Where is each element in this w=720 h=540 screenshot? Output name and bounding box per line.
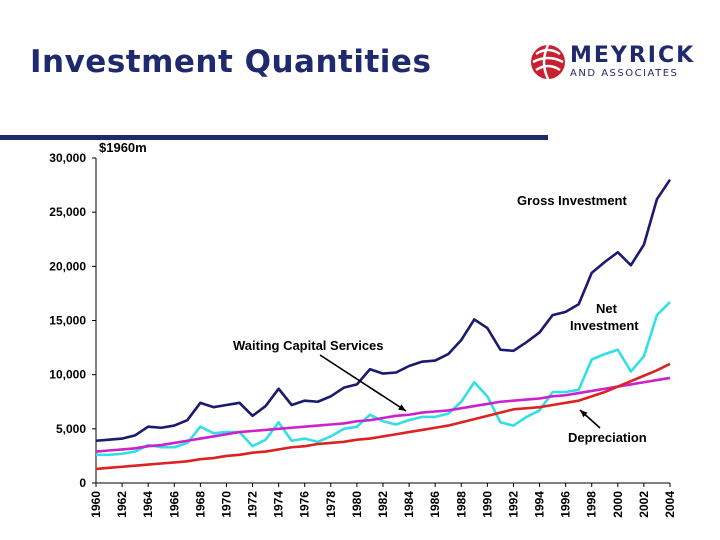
x-tick-label: 1994 (533, 491, 547, 518)
x-tick-label: 2000 (611, 491, 625, 518)
chart-series (95, 178, 672, 471)
annotation-label: Investment (570, 318, 639, 333)
x-tick-label: 1964 (141, 491, 155, 518)
x-tick-label: 1978 (324, 491, 338, 518)
y-tick-label: 15,000 (49, 314, 86, 328)
series-line-waiting-capital-services (95, 376, 671, 453)
x-tick-label: 1996 (559, 491, 573, 518)
annotation-label: Net (596, 301, 618, 316)
x-tick-label: 1984 (402, 491, 416, 518)
x-tick-label: 1962 (115, 491, 129, 518)
x-tick-label: 1992 (506, 491, 520, 518)
x-tick-label: 1966 (167, 491, 181, 518)
x-tick-label: 1982 (376, 491, 390, 518)
y-tick-label: 10,000 (49, 368, 86, 382)
title-rule (0, 135, 548, 140)
x-tick-label: 1968 (193, 491, 207, 518)
logo-subtitle: AND ASSOCIATES (570, 68, 679, 79)
x-tick-label: 1974 (272, 491, 286, 518)
unit-label: $1960m (99, 140, 147, 155)
series-line-gross-investment (95, 178, 672, 443)
annotation-label: Gross Investment (517, 193, 627, 208)
y-tick-label: 20,000 (49, 259, 86, 273)
y-tick-label: 25,000 (49, 205, 86, 219)
chart-annotations: Gross Investment Net Investment Waiting Cap… (233, 193, 647, 445)
x-tick-label: 1998 (585, 491, 599, 518)
x-tick-label: 1990 (480, 491, 494, 518)
annotation-label: Waiting Capital Services (233, 338, 384, 353)
x-tick-label: 2002 (637, 491, 651, 518)
x-tick-label: 1980 (350, 491, 364, 518)
slide-title: Investment Quantities (30, 44, 432, 80)
y-tick-label: 5,000 (56, 422, 86, 436)
chart-axes: 0 5,000 10,000 15,000 20,000 25,000 30,000 $196… (49, 140, 677, 518)
logo-name: MEYRICK (570, 43, 696, 68)
annotation-arrow (319, 354, 407, 412)
x-tick-label: 1970 (219, 491, 233, 518)
x-tick-label: 1986 (428, 491, 442, 518)
series-line-depreciation (95, 362, 671, 471)
series-line-net-investment (96, 301, 671, 457)
annotation-arrowhead (580, 410, 588, 418)
y-tick-label: 30,000 (49, 151, 86, 165)
globe-logo-icon (531, 44, 565, 80)
x-tick-label: 1976 (298, 491, 312, 518)
company-logo: MEYRICK AND ASSOCIATES (528, 40, 708, 84)
x-tick-label: 1988 (454, 491, 468, 518)
annotation-arrowhead (398, 404, 406, 411)
y-tick-label: 0 (79, 476, 86, 490)
x-tick-label: 1972 (246, 491, 260, 518)
annotation-label: Depreciation (568, 430, 647, 445)
x-tick-label: 1960 (89, 491, 103, 518)
x-tick-label: 2004 (663, 491, 677, 518)
